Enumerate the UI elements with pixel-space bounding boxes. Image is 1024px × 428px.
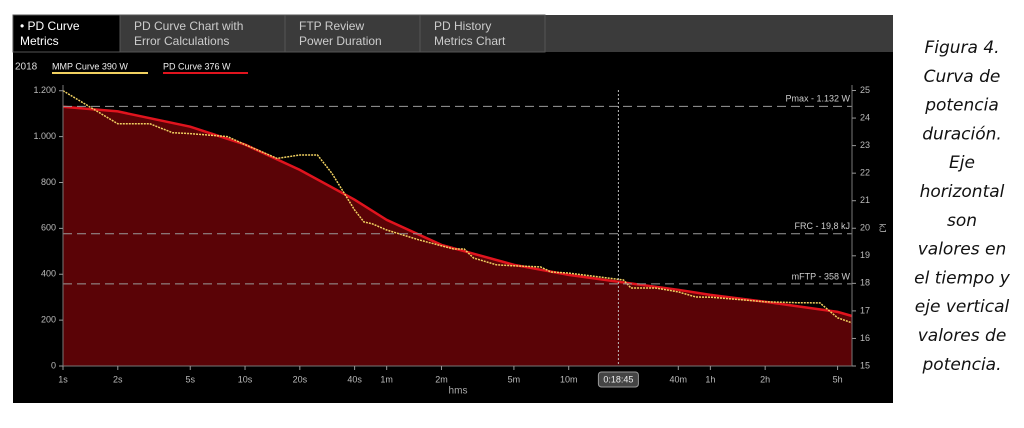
x-tick-label: 1h — [705, 374, 715, 384]
y2-tick-label: 23 — [860, 140, 870, 150]
cursor-badge — [597, 371, 639, 388]
y2-tick-label: 19 — [860, 250, 870, 260]
caption-line: duración. — [922, 124, 1002, 144]
y2-tick-label: 17 — [860, 305, 870, 315]
x-tick-label: 1m — [380, 374, 393, 384]
y2-tick-label: 18 — [860, 278, 870, 288]
tab[interactable] — [419, 14, 546, 53]
y-tick-label: 1.000 — [33, 131, 56, 141]
tab-label: FTP Review — [299, 19, 364, 33]
y2-tick-label: 15 — [860, 360, 870, 370]
y2-tick-label: 25 — [860, 85, 870, 95]
legend-label: PD Curve 376 W — [163, 61, 231, 71]
caption-line: el tiempo y — [914, 268, 1011, 288]
y-tick-label: 0 — [51, 360, 56, 370]
y-tick-label: 600 — [41, 223, 56, 233]
reference-label: Pmax - 1.132 W — [785, 94, 850, 104]
line — [62, 90, 853, 324]
y2-axis-title: kJ — [878, 224, 888, 233]
caption-line: potencia. — [922, 355, 1002, 375]
x-tick-label: 2s — [113, 374, 123, 384]
caption-line: Figura 4. — [924, 38, 999, 58]
caption-line: potencia — [924, 96, 999, 116]
tab-label: Power Duration — [299, 34, 382, 48]
y-tick-label: 200 — [41, 314, 56, 324]
legend-label: MMP Curve 390 W — [52, 61, 128, 71]
caption-line: Eje — [949, 153, 975, 173]
cursor-label: 0:18:45 — [603, 374, 633, 384]
x-tick-label: 5h — [833, 374, 843, 384]
y-tick-label: 800 — [41, 177, 56, 187]
x-tick-label: 20s — [293, 374, 308, 384]
y-tick-label: 1.200 — [33, 85, 56, 95]
y2-tick-label: 20 — [860, 223, 870, 233]
x-tick-label: 1s — [58, 374, 68, 384]
caption-line: son — [947, 211, 977, 231]
tab-label: Metrics — [20, 34, 59, 48]
tab[interactable] — [12, 14, 121, 53]
y2-tick-label: 21 — [860, 195, 870, 205]
tab-label: PD History — [434, 19, 491, 33]
area — [63, 106, 852, 367]
x-tick-label: 5m — [508, 374, 521, 384]
y2-tick-label: 24 — [860, 112, 870, 122]
reference-label: mFTP - 358 W — [792, 271, 851, 281]
year: 2018 — [15, 62, 38, 73]
tab-label: Error Calculations — [134, 34, 229, 48]
y2-tick-label: 22 — [860, 168, 870, 178]
caption-line: horizontal — [920, 182, 1005, 202]
x-tick-label: 10m — [560, 374, 578, 384]
x-tick-label: 10s — [238, 374, 253, 384]
x-axis-title: hms — [449, 386, 468, 397]
x-tick-label: 5s — [185, 374, 195, 384]
caption-line: eje vertical — [915, 297, 1010, 317]
y-tick-label: 400 — [41, 269, 56, 279]
x-tick-label: 2m — [435, 374, 448, 384]
caption-line: valores de — [918, 326, 1007, 346]
x-tick-label: 40m — [670, 374, 688, 384]
x-tick-label: 40s — [347, 374, 362, 384]
caption-line: valores en — [918, 240, 1007, 260]
reference-label: FRC - 19,8 kJ — [794, 221, 850, 231]
tab-label: PD Curve Chart with — [134, 19, 243, 33]
y2-tick-label: 16 — [860, 333, 870, 343]
x-tick-label: 2h — [760, 374, 770, 384]
tab-label: • PD Curve — [20, 19, 80, 33]
caption-line: Curva de — [924, 67, 1001, 87]
tab-label: Metrics Chart — [434, 34, 506, 48]
